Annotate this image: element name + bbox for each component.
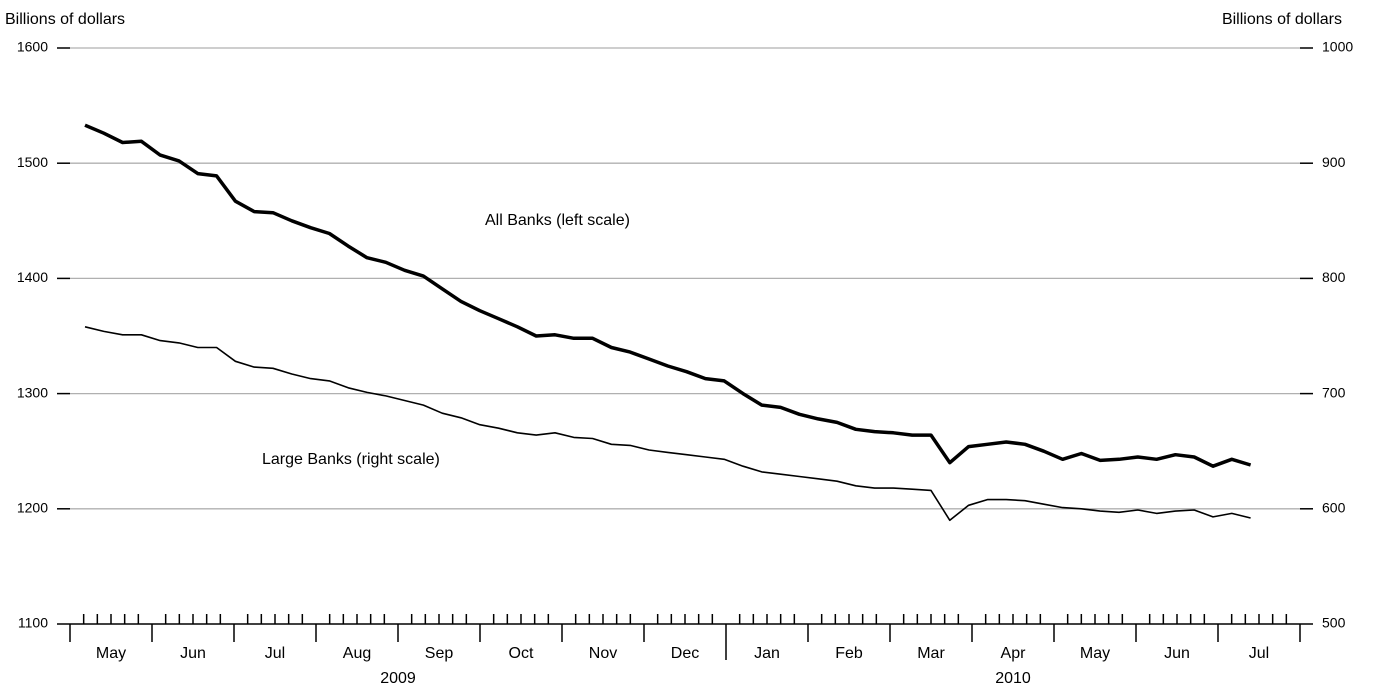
y2-tick-label: 1000 <box>1322 39 1353 55</box>
x-tick-label: Jul <box>1249 645 1269 662</box>
y-axis-title: Billions of dollars <box>5 11 125 28</box>
y-tick-label: 1400 <box>17 269 48 285</box>
x-tick-label: Mar <box>917 645 945 662</box>
x-tick-label: Feb <box>835 645 863 662</box>
x-tick-label: Nov <box>589 645 617 662</box>
x-tick-label: Oct <box>509 645 534 662</box>
line <box>84 123 1252 468</box>
x-tick-label: Sep <box>425 645 454 662</box>
y-tick-label: 1600 <box>17 39 48 55</box>
y2-tick-label: 500 <box>1322 615 1346 631</box>
line <box>84 326 1251 522</box>
x-tick-label: Aug <box>343 645 371 662</box>
year-label: 2010 <box>995 670 1031 687</box>
x-tick-label: Jun <box>180 645 206 662</box>
x-tick-label: Jul <box>265 645 285 662</box>
series-label: All Banks (left scale) <box>485 212 630 229</box>
y2-tick-label: 800 <box>1322 269 1346 285</box>
x-tick-label: Apr <box>1001 645 1027 662</box>
x-tick-label: Dec <box>671 645 699 662</box>
x-tick-label: May <box>96 645 126 662</box>
y2-tick-label: 900 <box>1322 154 1346 170</box>
y2-tick-label: 700 <box>1322 384 1346 400</box>
y-tick-label: 1200 <box>17 500 48 516</box>
y-tick-label: 1500 <box>17 154 48 170</box>
x-tick-label: Jun <box>1164 645 1190 662</box>
year-label: 2009 <box>380 670 416 687</box>
y-tick-label: 1100 <box>18 615 48 631</box>
series-label: Large Banks (right scale) <box>262 451 440 468</box>
y2-tick-label: 600 <box>1322 500 1346 516</box>
x-tick-label: May <box>1080 645 1110 662</box>
y-tick-label: 1300 <box>17 384 48 400</box>
y2-axis-title: Billions of dollars <box>1222 11 1342 28</box>
x-tick-label: Jan <box>754 645 780 662</box>
